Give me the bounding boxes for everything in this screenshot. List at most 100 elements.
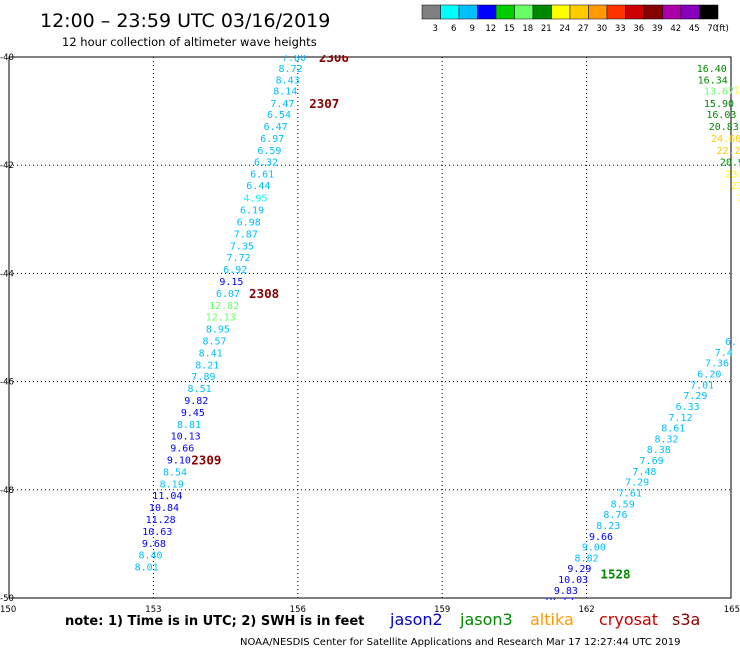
- y-tick-label: -44: [0, 269, 14, 279]
- legend-swatch: [458, 4, 478, 20]
- wave-height-value: 6.20: [697, 369, 721, 380]
- x-tick-labels: 150 153 156 159 162 165: [0, 605, 740, 615]
- wave-height-value: 11.28: [146, 515, 176, 526]
- wave-height-value: 8.95: [206, 325, 230, 336]
- color-legend: 3 6 9 12 15 18 21 24 27 30 33 36 39 42 45 70: [421, 4, 719, 34]
- legend-label: 36: [633, 24, 644, 34]
- wave-height-value: 20.83: [709, 122, 739, 133]
- wave-height-value: 6.: [725, 337, 737, 348]
- footer-note: note: 1) Time is in UTC; 2) SWH is in fe…: [65, 614, 364, 629]
- wave-height-value: 8.32: [654, 434, 678, 445]
- wave-height-value: 8.57: [202, 336, 226, 347]
- wave-height-value: 7.72: [227, 253, 251, 264]
- wave-height-value: 7.35: [230, 241, 254, 252]
- legend-swatch: [514, 4, 534, 20]
- wave-height-value: 9.66: [589, 532, 613, 543]
- wave-height-value: 10.13: [171, 432, 201, 443]
- legend-swatch: [440, 4, 460, 20]
- legend-swatch: [588, 4, 608, 20]
- wave-height-value: 22.2: [717, 146, 740, 157]
- wave-height-value: 6.98: [237, 217, 261, 228]
- satellite-name: cryosat: [599, 610, 658, 629]
- wave-height-value: 8.40: [138, 551, 162, 562]
- wave-height-value: 8.38: [647, 445, 671, 456]
- footer-credit: NOAA/NESDIS Center for Satellite Applica…: [240, 637, 681, 648]
- wave-height-value: 8.19: [160, 479, 184, 490]
- legend-swatch: [643, 4, 663, 20]
- wave-height-value: 6.92: [223, 265, 247, 276]
- legend-label: 70: [707, 24, 718, 34]
- legend-swatch: [680, 4, 700, 20]
- chart-title: 12:00 – 23:59 UTC 03/16/2019: [40, 10, 330, 32]
- legend-label: 42: [670, 24, 681, 34]
- wave-height-value: 23.: [725, 169, 740, 180]
- wave-height-value: 15.90: [704, 99, 734, 110]
- legend-label: 9: [470, 24, 475, 34]
- wave-height-value: 16.34: [698, 76, 728, 87]
- wave-height-value: 8.43: [276, 76, 300, 87]
- wave-height-value: 7.01: [690, 380, 714, 391]
- wave-height-value: 8.61: [661, 424, 685, 435]
- wave-height-value: 12.82: [209, 301, 239, 312]
- legend-swatch: [569, 4, 589, 20]
- wave-height-value: 7.89: [191, 372, 215, 383]
- y-tick-labels: -40 -42 -44 -46 -48 -50: [0, 53, 14, 604]
- legend-label: 33: [615, 24, 626, 34]
- plot-frame: [8, 56, 732, 599]
- wave-height-value: 10.13: [544, 597, 574, 608]
- wave-height-value: 8.54: [163, 467, 187, 478]
- wave-height-value: 12.13: [206, 313, 236, 324]
- y-tick-label: -48: [0, 486, 14, 496]
- plot-area: 150 153 156 159 162 165 -40 -42 -44 -46 -48 -50 7.…: [0, 50, 740, 615]
- wave-height-value: 7.12: [668, 413, 692, 424]
- y-tick-label: -40: [0, 53, 14, 63]
- wave-height-value: 6.33: [676, 402, 700, 413]
- x-tick-label: 165: [724, 605, 740, 615]
- legend-label: 15: [504, 24, 515, 34]
- wave-height-value: 9.82: [184, 396, 208, 407]
- wave-height-value: 8.76: [603, 510, 627, 521]
- legend-label: 45: [689, 24, 700, 34]
- wave-height-value: 9.00: [582, 543, 606, 554]
- legend-swatch: [662, 4, 682, 20]
- legend-label: 3: [433, 24, 438, 34]
- legend-swatch: [421, 4, 441, 20]
- wave-height-value: 6.61: [250, 169, 274, 180]
- pass-number-label: 2306: [319, 50, 349, 65]
- wave-height-value: 8.14: [273, 87, 297, 98]
- wave-height-value: 8.82: [575, 553, 599, 564]
- wave-height-value: 9.15: [219, 277, 243, 288]
- legend-swatch: [699, 4, 719, 20]
- grid-lines: [9, 57, 731, 598]
- wave-height-value: 1: [734, 85, 740, 96]
- legend-label: 21: [541, 24, 552, 34]
- wave-height-value: 23: [731, 181, 740, 192]
- legend-swatch: [477, 4, 497, 20]
- legend-label: 24: [559, 24, 570, 34]
- wave-height-value: 11.04: [152, 491, 182, 502]
- wave-height-value: 7.47: [270, 99, 294, 110]
- x-tick-label: 156: [290, 605, 306, 615]
- wave-height-value: 7.87: [234, 229, 258, 240]
- legend-label: 12: [485, 24, 496, 34]
- legend-swatch: [606, 4, 626, 20]
- legend-swatch: [625, 4, 645, 20]
- wave-height-value: 8.72: [279, 64, 303, 75]
- wave-height-value: 10.84: [149, 503, 179, 514]
- y-tick-label: -42: [0, 161, 14, 171]
- wave-height-value: 8.41: [199, 348, 223, 359]
- wave-height-value: 10.03: [558, 575, 588, 586]
- wave-height-value: 7.69: [640, 456, 664, 467]
- wave-height-value: 6.19: [240, 206, 264, 217]
- legend-label: 6: [451, 24, 456, 34]
- legend-swatch: [551, 4, 571, 20]
- legend-label: 30: [596, 24, 607, 34]
- wave-height-value: 7.61: [618, 489, 642, 500]
- y-tick-label: -50: [0, 594, 14, 604]
- pass-number-label: 2309: [191, 453, 221, 468]
- legend-label: 18: [522, 24, 533, 34]
- legend-swatch: [532, 4, 552, 20]
- satellite-legend: jason2 jason3 altika cryosat s3a: [389, 610, 700, 629]
- wave-height-value: 9.29: [567, 564, 591, 575]
- pass-number-label: 2307: [309, 96, 339, 111]
